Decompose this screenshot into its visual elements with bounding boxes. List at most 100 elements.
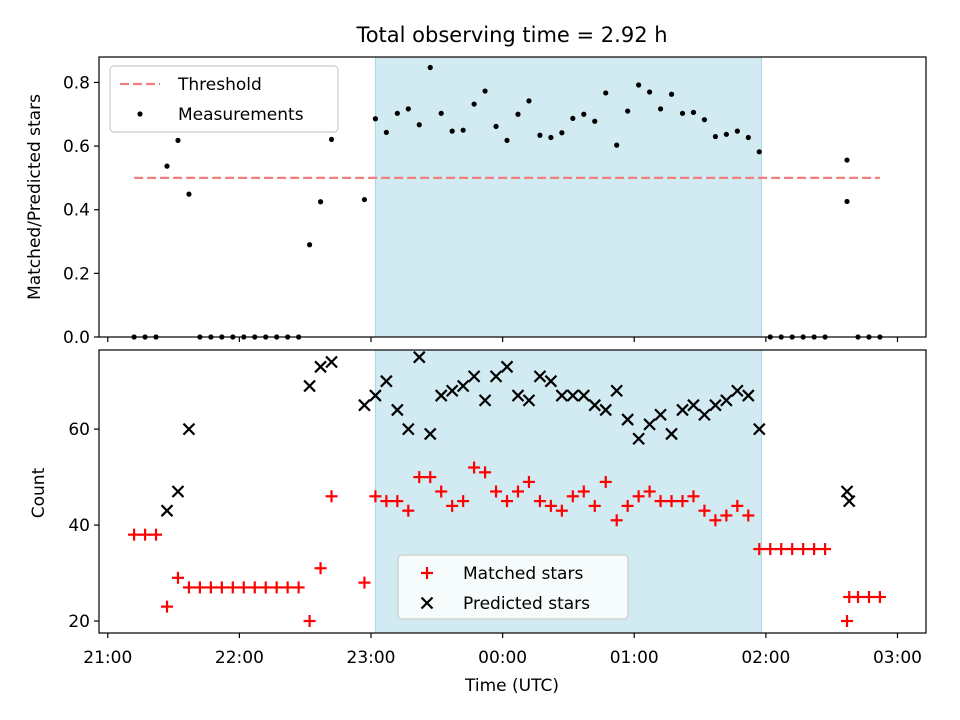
matched-star-point — [676, 495, 689, 508]
measurement-point — [372, 116, 378, 122]
predicted-star-point — [555, 389, 569, 402]
matched-star-point — [797, 543, 810, 556]
matched-star-point — [566, 490, 579, 503]
measurement-point — [186, 191, 192, 197]
matched-star-point — [533, 495, 546, 508]
measurement-point — [570, 115, 576, 122]
y-tick-label: 0.2 — [63, 264, 90, 284]
matched-star-point — [150, 528, 163, 541]
matched-star-point — [873, 591, 886, 604]
y-tick-label: 0.0 — [63, 328, 90, 348]
matched-star-point — [501, 495, 514, 508]
matched-star-point — [358, 576, 371, 589]
predicted-stars-legend-swatch — [420, 596, 434, 610]
predicted-star-point — [402, 422, 415, 436]
matched-star-point — [468, 461, 481, 474]
predicted-star-point — [753, 422, 766, 436]
matched-star-point — [621, 499, 634, 512]
x-tick-label: 00:00 — [478, 648, 527, 668]
matched-star-point — [577, 485, 590, 498]
predicted-star-point — [731, 384, 744, 398]
measurement-point — [844, 198, 850, 205]
matched-star-point — [270, 581, 283, 594]
matched-star-point — [314, 562, 327, 575]
measurement-point — [449, 128, 455, 134]
measurement-point — [844, 157, 850, 163]
x-tick-label: 23:00 — [347, 648, 396, 668]
matched-star-point — [292, 581, 305, 594]
bottom-panel-y-ticks: 20 40 60 — [68, 420, 99, 632]
matched-star-point — [215, 581, 228, 594]
measurement-point — [636, 82, 642, 88]
matched-star-point — [303, 615, 316, 628]
top-panel-y-ticks: 0.0 0.2 0.4 0.6 0.8 — [63, 73, 99, 348]
predicted-star-point — [478, 394, 492, 407]
measurement-point — [679, 110, 686, 116]
predicted-star-point — [698, 408, 711, 422]
measurement-point — [328, 136, 335, 143]
measurement-point — [526, 98, 532, 104]
matched-star-point — [248, 581, 261, 594]
matched-star-point — [555, 504, 568, 517]
bottom-panel: 21:00 22:00 23:00 00:00 01:00 02:00 03:00 20 40… — [68, 349, 927, 668]
matched-star-point — [709, 514, 722, 527]
predicted-star-point — [412, 350, 426, 364]
predicted-star-point — [434, 389, 448, 402]
predicted-star-point — [632, 432, 645, 446]
predicted-star-point — [303, 379, 316, 393]
measurement-point — [427, 64, 433, 71]
matched-star-point — [380, 495, 393, 508]
matched-star-point — [632, 490, 645, 503]
top-panel-shaded-interval — [374, 56, 762, 338]
predicted-star-point — [358, 398, 371, 412]
top-panel: 0.0 0.2 0.4 0.6 0.8 Threshold Measurements — [63, 56, 927, 348]
measurement-point — [657, 106, 664, 112]
predicted-star-point — [709, 398, 722, 412]
bottom-panel-points — [128, 350, 886, 628]
matched-star-point — [391, 495, 404, 508]
legend-plus-marker — [421, 567, 433, 579]
predicted-star-point — [314, 360, 327, 374]
matched-star-point — [786, 543, 799, 556]
bottom-legend-box — [397, 554, 629, 620]
measurement-point — [537, 132, 543, 138]
matched-star-point — [435, 485, 448, 498]
measurements-legend-label: Measurements — [178, 105, 304, 125]
matched-star-point — [764, 543, 777, 556]
y-tick-label: 60 — [68, 420, 90, 440]
predicted-star-point — [599, 403, 613, 417]
measurement-point — [603, 90, 609, 96]
predicted-star-point — [380, 374, 393, 388]
measurement-point — [405, 106, 411, 112]
predicted-star-point — [665, 427, 678, 441]
predicted-star-point — [325, 355, 338, 369]
measurement-point — [482, 88, 488, 94]
matched-star-point — [413, 471, 426, 484]
matched-star-point — [402, 504, 415, 517]
measurement-point — [614, 142, 620, 148]
predicted-star-point — [840, 485, 854, 498]
measurement-point — [306, 242, 313, 248]
matched-star-point — [522, 475, 535, 488]
matched-star-point — [161, 600, 174, 613]
matched-star-point — [862, 591, 875, 604]
x-tick-label: 02:00 — [741, 648, 790, 668]
measurement-point — [668, 91, 675, 97]
matched-star-point — [643, 485, 656, 498]
measurement-point — [164, 163, 170, 169]
y-tick-label: 40 — [68, 516, 90, 536]
matched-star-point — [369, 490, 382, 503]
predicted-star-point — [577, 389, 591, 402]
measurement-point — [471, 101, 477, 107]
matched-star-point — [139, 528, 152, 541]
matched-star-point — [259, 581, 272, 594]
matched-star-point — [193, 581, 206, 594]
predicted-star-point — [522, 394, 536, 407]
matched-star-point — [281, 581, 294, 594]
top-legend: Threshold Measurements — [109, 65, 339, 133]
matched-star-point — [182, 581, 195, 594]
x-tick-label: 21:00 — [83, 648, 132, 668]
matched-star-point — [610, 514, 623, 527]
matched-star-point — [237, 581, 250, 594]
